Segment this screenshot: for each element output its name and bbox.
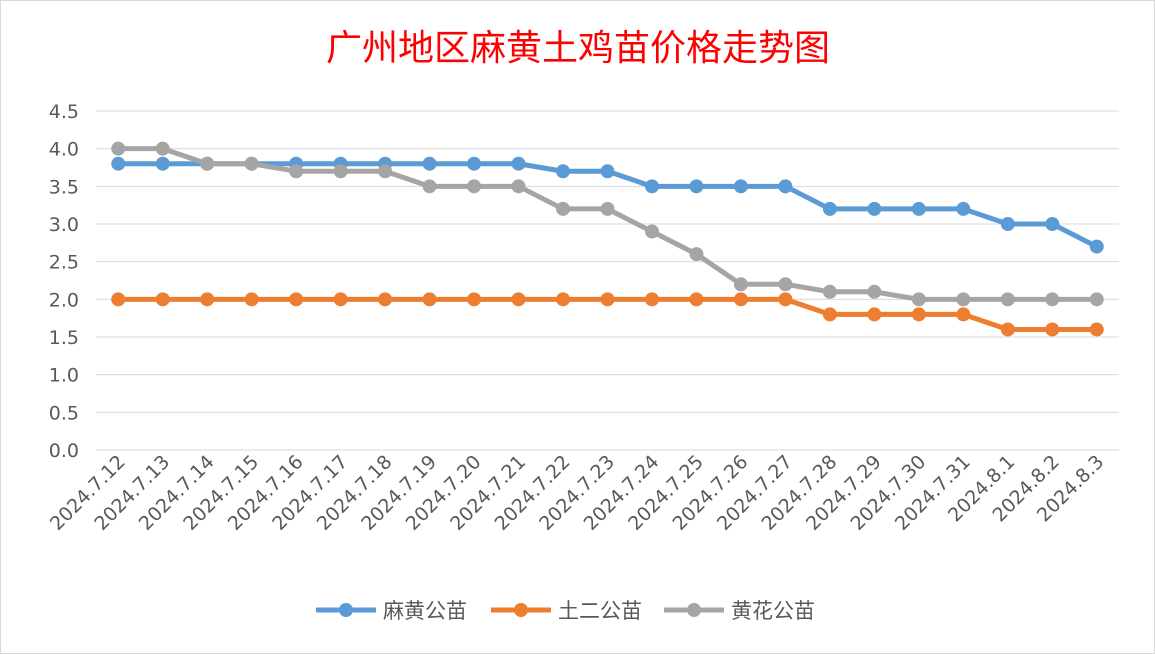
series-group — [111, 141, 1104, 337]
y-tick-label: 0.0 — [49, 440, 79, 462]
data-point — [733, 277, 748, 292]
data-point — [822, 201, 837, 216]
legend-swatch-marker — [514, 603, 528, 617]
data-point — [956, 292, 971, 307]
data-point — [111, 156, 126, 171]
data-point — [644, 224, 659, 239]
data-point — [822, 284, 837, 299]
data-point — [911, 201, 926, 216]
data-point — [778, 179, 793, 194]
data-point — [511, 156, 526, 171]
data-point — [422, 156, 437, 171]
data-point — [556, 201, 571, 216]
data-point — [778, 277, 793, 292]
data-point — [644, 292, 659, 307]
data-point — [1000, 322, 1015, 337]
data-point — [1089, 292, 1104, 307]
y-tick-label: 1.0 — [49, 365, 79, 387]
data-point — [956, 307, 971, 322]
data-point — [422, 292, 437, 307]
legend-swatch-marker — [687, 603, 701, 617]
data-point — [422, 179, 437, 194]
y-tick-label: 4.0 — [49, 139, 79, 161]
series-line — [111, 292, 1104, 337]
y-tick-label: 4.5 — [49, 101, 79, 123]
legend-label: 麻黄公苗 — [383, 599, 467, 623]
legend-item: 麻黄公苗 — [316, 599, 467, 623]
legend-item: 土二公苗 — [491, 599, 642, 623]
chart-title: 广州地区麻黄土鸡苗价格走势图 — [326, 28, 830, 69]
legend-swatch-marker — [339, 603, 353, 617]
data-point — [911, 292, 926, 307]
series-line — [111, 141, 1104, 307]
data-point — [1089, 239, 1104, 254]
data-point — [378, 292, 393, 307]
data-point — [289, 292, 304, 307]
data-point — [333, 164, 348, 179]
data-point — [511, 179, 526, 194]
data-point — [289, 164, 304, 179]
data-point — [200, 292, 215, 307]
data-point — [956, 201, 971, 216]
data-point — [733, 179, 748, 194]
y-tick-label: 1.5 — [49, 327, 79, 349]
data-point — [689, 247, 704, 262]
y-tick-label: 0.5 — [49, 402, 79, 424]
data-point — [1000, 292, 1015, 307]
data-point — [378, 164, 393, 179]
legend: 麻黄公苗 土二公苗 黄花公苗 — [316, 599, 815, 623]
data-point — [467, 179, 482, 194]
data-point — [644, 179, 659, 194]
data-point — [333, 292, 348, 307]
data-point — [600, 292, 615, 307]
data-point — [689, 179, 704, 194]
data-point — [1045, 292, 1060, 307]
data-point — [733, 292, 748, 307]
data-point — [244, 292, 259, 307]
data-point — [1089, 322, 1104, 337]
data-point — [600, 201, 615, 216]
data-point — [467, 292, 482, 307]
data-point — [1045, 217, 1060, 231]
data-point — [600, 164, 615, 179]
legend-label: 土二公苗 — [558, 599, 642, 623]
data-point — [200, 156, 215, 171]
data-point — [911, 307, 926, 322]
data-point — [155, 292, 170, 307]
y-tick-label: 2.5 — [49, 252, 79, 274]
data-point — [511, 292, 526, 307]
legend-item: 黄花公苗 — [664, 599, 815, 623]
legend-label: 黄花公苗 — [731, 599, 815, 623]
data-point — [867, 201, 882, 216]
data-point — [244, 156, 259, 171]
y-tick-label: 3.0 — [49, 214, 79, 236]
data-point — [867, 284, 882, 299]
data-point — [467, 156, 482, 171]
data-point — [778, 292, 793, 307]
data-point — [689, 292, 704, 307]
y-tick-label: 2.0 — [49, 289, 79, 311]
data-point — [822, 307, 837, 322]
data-point — [111, 141, 126, 156]
data-point — [1000, 217, 1015, 231]
data-point — [556, 292, 571, 307]
data-point — [155, 156, 170, 171]
y-tick-label: 3.5 — [49, 176, 79, 198]
data-point — [155, 141, 170, 156]
x-axis-ticks: 2024.7.122024.7.132024.7.142024.7.152024… — [46, 451, 1108, 535]
data-point — [867, 307, 882, 322]
data-point — [111, 292, 126, 307]
data-point — [1045, 322, 1060, 337]
y-axis-ticks: 0.0 0.5 1.0 1.5 2.0 2.5 3.0 3.5 4.0 4.5 — [49, 101, 79, 462]
data-point — [556, 164, 571, 179]
